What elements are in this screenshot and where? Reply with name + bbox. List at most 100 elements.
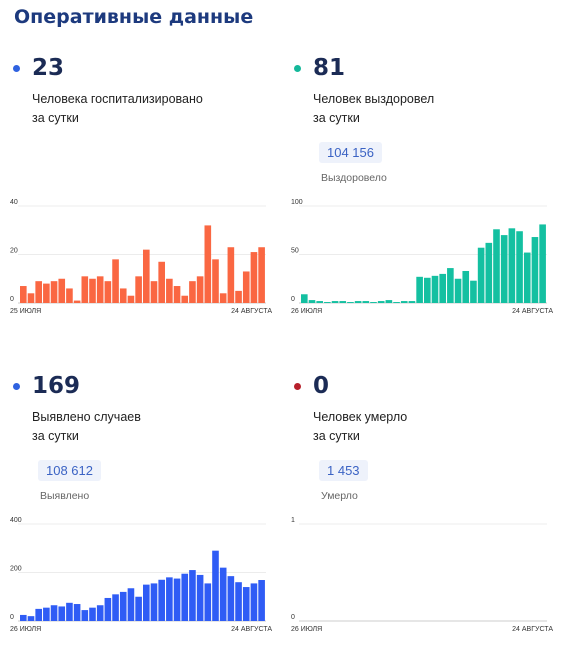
- bar: [235, 290, 242, 304]
- bar: [431, 275, 439, 303]
- bar: [500, 235, 508, 303]
- bar: [58, 606, 66, 621]
- bar: [20, 286, 27, 303]
- bar: [35, 281, 42, 303]
- total-label: Выявлено: [40, 490, 90, 502]
- total-value: 1 453: [319, 460, 368, 481]
- bar: [119, 591, 127, 621]
- bar: [462, 270, 470, 303]
- bar: [150, 583, 158, 621]
- x-tick-label: 25 ИЮЛЯ: [10, 308, 41, 315]
- y-tick-label: 0: [291, 296, 295, 303]
- bar: [301, 294, 308, 303]
- bar: [477, 247, 485, 303]
- bar: [112, 259, 119, 303]
- bar: [181, 573, 189, 621]
- page-title: Оперативные данные: [14, 6, 254, 28]
- bar: [447, 268, 454, 303]
- panel-cases: 169 Выявлено случаев за сутки 108 612 Вы…: [10, 372, 285, 652]
- bar: [242, 271, 250, 303]
- panel-recovered: 81 Человек выздоровел за сутки 104 156 В…: [291, 54, 562, 334]
- bar: [339, 301, 347, 303]
- bar: [104, 281, 112, 303]
- bar: [370, 302, 377, 303]
- bar: [158, 579, 165, 621]
- bar: [377, 301, 385, 303]
- y-tick-label: 40: [10, 199, 18, 206]
- bar: [516, 231, 523, 303]
- bar: [89, 278, 96, 303]
- bar: [508, 228, 516, 303]
- bar: [250, 252, 258, 303]
- bar: [331, 301, 339, 303]
- bar: [20, 614, 27, 621]
- caption-line: за сутки: [32, 111, 79, 125]
- bar: [119, 288, 127, 303]
- bar: [181, 295, 189, 303]
- bar: [96, 605, 104, 621]
- y-tick-label: 20: [10, 248, 18, 255]
- bar: [439, 273, 446, 303]
- caption-line: Человек умерло: [313, 410, 408, 424]
- bar: [258, 580, 265, 621]
- bar: [400, 301, 408, 303]
- recovered-bar-chart: 0 50 100 26 ИЮЛЯ 24 АВГУСТА: [291, 199, 553, 315]
- bar: [196, 276, 204, 303]
- bar: [324, 302, 331, 303]
- bar: [227, 576, 235, 621]
- bar: [112, 594, 119, 621]
- stat-value: 81: [313, 55, 346, 81]
- bar: [173, 286, 181, 303]
- bar: [424, 277, 431, 303]
- bar: [219, 567, 227, 621]
- bar: [189, 570, 196, 621]
- bar: [158, 261, 165, 303]
- bar: [143, 584, 150, 622]
- x-tick-label: 26 ИЮЛЯ: [291, 626, 322, 633]
- caption-line: Человека госпитализировано: [32, 92, 203, 106]
- bar: [96, 276, 104, 303]
- bar: [393, 302, 400, 303]
- bar: [354, 301, 362, 303]
- bar: [470, 280, 477, 303]
- y-tick-label: 200: [10, 566, 22, 573]
- bar: [189, 281, 196, 303]
- bar: [250, 583, 258, 621]
- bar: [150, 281, 158, 303]
- total-value: 108 612: [38, 460, 101, 481]
- hospitalized-bar-chart: 0 20 40 25 ИЮЛЯ 24 АВГУСТА: [10, 199, 272, 315]
- y-tick-label: 1: [291, 517, 295, 524]
- x-tick-label: 24 АВГУСТА: [231, 308, 272, 315]
- bar: [196, 574, 204, 621]
- status-dot-icon: [13, 383, 20, 390]
- bar: [35, 608, 42, 622]
- bar: [73, 300, 81, 303]
- bar: [166, 278, 173, 303]
- bar: [81, 276, 89, 303]
- bar: [27, 616, 35, 621]
- bar: [43, 283, 50, 303]
- bar: [127, 588, 135, 621]
- bar: [43, 607, 50, 621]
- deaths-bar-chart: 0 1 26 ИЮЛЯ 24 АВГУСТА: [291, 517, 553, 633]
- y-tick-label: 100: [291, 199, 303, 206]
- x-tick-label: 24 АВГУСТА: [512, 308, 553, 315]
- bar: [227, 247, 235, 303]
- caption-line: за сутки: [313, 111, 360, 125]
- bar: [135, 596, 142, 621]
- bar: [258, 247, 265, 303]
- bar: [212, 259, 219, 303]
- bar: [166, 577, 173, 621]
- y-tick-label: 400: [10, 517, 22, 524]
- status-dot-icon: [13, 65, 20, 72]
- stat-caption: Человек выздоровел за сутки: [313, 90, 434, 128]
- bar: [81, 610, 89, 621]
- stat-caption: Выявлено случаев за сутки: [32, 408, 141, 446]
- bar: [204, 225, 212, 303]
- bar: [385, 300, 393, 303]
- bar: [27, 293, 35, 303]
- bar: [50, 605, 58, 621]
- caption-line: за сутки: [313, 429, 360, 443]
- bar: [135, 276, 142, 303]
- bar: [73, 604, 81, 621]
